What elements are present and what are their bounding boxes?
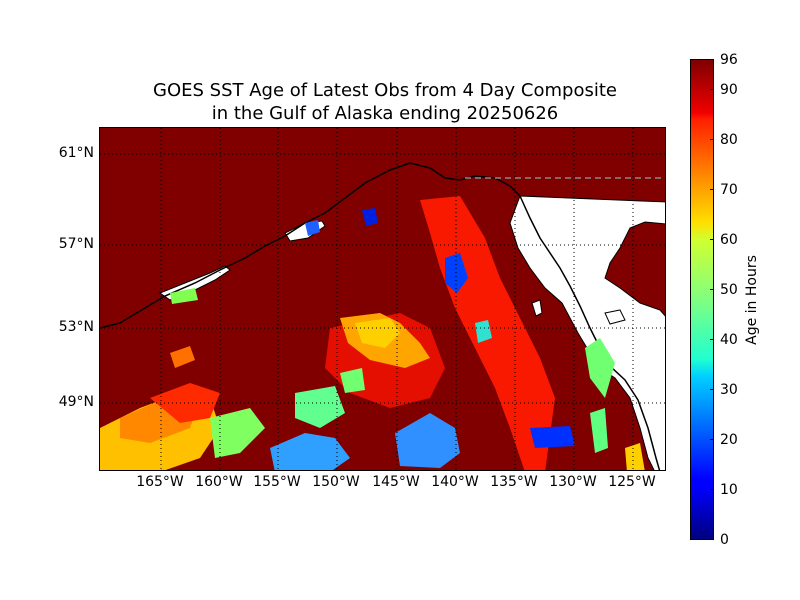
colorbar-tick-label-90: 90 [720,82,738,98]
lon-label-130w: 130°W [549,474,597,490]
swath-small-orange [170,346,195,368]
colorbar-tick [710,289,714,290]
swath-green-1 [295,386,345,428]
colorbar-tick-label-30: 30 [720,382,738,398]
swath-blue-center [395,413,460,468]
swath-blue-se [530,426,575,448]
colorbar [690,59,714,540]
lat-label-49n: 49°N [58,394,94,410]
swath-sw-red [150,383,220,423]
colorbar-tick [710,389,714,390]
sst-age-map [99,127,666,471]
gridlines [100,128,665,470]
colorbar-tick [710,139,714,140]
bc-coastline [519,195,661,470]
colorbar-tick [710,239,714,240]
swath-blue-small [362,208,378,226]
swath-small-green [170,288,198,304]
lat-label-61n: 61°N [58,145,94,161]
colorbar-tick [710,89,714,90]
swath-sw-green [210,408,265,458]
swath-bc-yellow [625,443,645,470]
swath-cyan-blue [270,433,350,470]
colorbar-tick [710,439,714,440]
colorbar-tick [710,489,714,490]
lon-label-150w: 150°W [312,474,360,490]
swath-yellow [355,318,400,348]
lon-label-140w: 140°W [431,474,479,490]
colorbar-tick-label-96: 96 [720,52,738,68]
lon-label-160w: 160°W [195,474,243,490]
colorbar-tick [710,339,714,340]
land-small-island [604,309,626,325]
map-title-line-1: GOES SST Age of Latest Obs from 4 Day Co… [153,80,617,101]
lon-label-145w: 145°W [372,474,420,490]
lon-label-155w: 155°W [253,474,301,490]
map-title-line-2: in the Gulf of Alaska ending 20250626 [211,103,559,124]
colorbar-tick-label-80: 80 [720,132,738,148]
land-island-2 [531,299,543,317]
colorbar-tick [710,59,714,60]
land-canada [509,195,665,470]
colorbar-tick-label-70: 70 [720,182,738,198]
colorbar-tick-label-60: 60 [720,232,738,248]
colorbar-tick-label-40: 40 [720,332,738,348]
swath-bc-green-2 [590,408,608,453]
swath-bc-green [585,338,615,398]
colorbar-tick-label-20: 20 [720,432,738,448]
lon-label-125w: 125°W [608,474,656,490]
colorbar-gradient [691,60,713,539]
colorbar-tick [710,539,714,540]
lat-label-57n: 57°N [58,236,94,252]
colorbar-tick-label-0: 0 [720,532,729,548]
swath-green-mid [340,368,365,393]
lon-label-165w: 165°W [136,474,184,490]
colorbar-tick-label-10: 10 [720,482,738,498]
swath-blue-island [305,220,320,236]
lon-label-135w: 135°W [490,474,538,490]
colorbar-tick [710,189,714,190]
colorbar-axis-label: Age in Hours [744,255,760,345]
lat-label-53n: 53°N [58,319,94,335]
colorbar-tick-label-50: 50 [720,282,738,298]
swath-cyan-1 [475,320,492,343]
